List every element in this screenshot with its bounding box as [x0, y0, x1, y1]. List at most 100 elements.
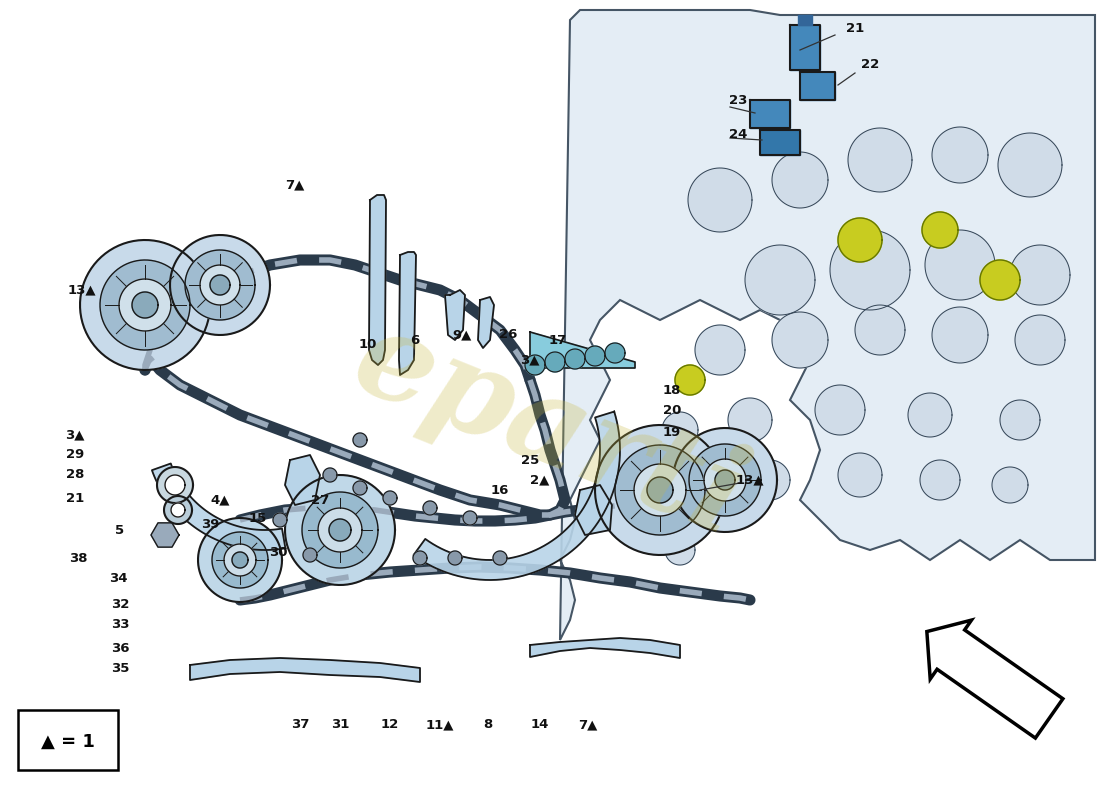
- Polygon shape: [615, 445, 705, 535]
- Text: 2▲: 2▲: [530, 474, 550, 486]
- Polygon shape: [685, 475, 715, 505]
- Polygon shape: [170, 235, 270, 335]
- Text: 36: 36: [111, 642, 130, 654]
- FancyBboxPatch shape: [18, 710, 118, 770]
- Text: 11▲: 11▲: [426, 718, 454, 731]
- Polygon shape: [285, 455, 320, 505]
- Polygon shape: [704, 459, 746, 501]
- Text: 13▲: 13▲: [736, 474, 764, 486]
- Polygon shape: [750, 100, 790, 128]
- Polygon shape: [830, 230, 910, 310]
- Text: 30: 30: [268, 546, 287, 558]
- Polygon shape: [666, 535, 695, 565]
- Text: 34: 34: [109, 571, 128, 585]
- Polygon shape: [212, 532, 268, 588]
- Polygon shape: [200, 265, 240, 305]
- Polygon shape: [318, 508, 362, 552]
- Text: 10: 10: [359, 338, 377, 351]
- Polygon shape: [1015, 315, 1065, 365]
- Text: 35: 35: [111, 662, 129, 674]
- Text: 37: 37: [290, 718, 309, 731]
- Text: 33: 33: [111, 618, 130, 631]
- Polygon shape: [530, 332, 635, 368]
- Polygon shape: [273, 513, 287, 527]
- Text: 6: 6: [410, 334, 419, 346]
- Polygon shape: [190, 658, 420, 682]
- Polygon shape: [689, 444, 761, 516]
- Text: 29: 29: [66, 449, 84, 462]
- Polygon shape: [634, 464, 686, 516]
- Polygon shape: [932, 127, 988, 183]
- Polygon shape: [157, 467, 192, 503]
- Polygon shape: [493, 551, 507, 565]
- Text: 13▲: 13▲: [68, 283, 97, 297]
- Polygon shape: [688, 168, 752, 232]
- Text: 19: 19: [663, 426, 681, 438]
- Polygon shape: [210, 275, 230, 295]
- Polygon shape: [595, 425, 725, 555]
- Text: 23: 23: [729, 94, 747, 106]
- Polygon shape: [224, 544, 256, 576]
- Polygon shape: [132, 292, 158, 318]
- Text: ▲ = 1: ▲ = 1: [41, 733, 95, 751]
- Polygon shape: [855, 305, 905, 355]
- Polygon shape: [560, 10, 1094, 640]
- Text: 20: 20: [663, 403, 681, 417]
- Polygon shape: [925, 230, 996, 300]
- Text: 8: 8: [483, 718, 493, 731]
- Polygon shape: [790, 25, 820, 70]
- Polygon shape: [673, 428, 777, 532]
- Polygon shape: [412, 551, 427, 565]
- Text: 9▲: 9▲: [452, 329, 472, 342]
- Polygon shape: [151, 523, 179, 547]
- Polygon shape: [463, 511, 477, 525]
- Polygon shape: [772, 152, 828, 208]
- Polygon shape: [695, 325, 745, 375]
- Polygon shape: [848, 128, 912, 192]
- Polygon shape: [800, 72, 835, 100]
- Text: 7▲: 7▲: [285, 178, 305, 191]
- Polygon shape: [647, 477, 673, 503]
- Polygon shape: [922, 212, 958, 248]
- Polygon shape: [838, 218, 882, 262]
- Text: 3▲: 3▲: [520, 354, 540, 366]
- Polygon shape: [185, 250, 255, 320]
- Polygon shape: [383, 491, 397, 505]
- Text: 4▲: 4▲: [210, 494, 230, 506]
- Text: 5: 5: [116, 523, 124, 537]
- Polygon shape: [815, 385, 865, 435]
- Polygon shape: [232, 552, 248, 568]
- Polygon shape: [980, 260, 1020, 300]
- Polygon shape: [544, 352, 565, 372]
- Polygon shape: [908, 393, 952, 437]
- Polygon shape: [353, 481, 367, 495]
- Polygon shape: [715, 470, 735, 490]
- Polygon shape: [920, 460, 960, 500]
- Polygon shape: [530, 638, 680, 658]
- Polygon shape: [1010, 245, 1070, 305]
- Polygon shape: [302, 548, 317, 562]
- Polygon shape: [100, 260, 190, 350]
- Polygon shape: [170, 503, 185, 517]
- Text: 3▲: 3▲: [65, 429, 85, 442]
- Polygon shape: [198, 518, 282, 602]
- Polygon shape: [927, 620, 1063, 738]
- Polygon shape: [728, 398, 772, 442]
- Polygon shape: [932, 307, 988, 363]
- Polygon shape: [992, 467, 1028, 503]
- Polygon shape: [446, 290, 465, 340]
- Text: 18: 18: [663, 383, 681, 397]
- Text: 27: 27: [311, 494, 329, 506]
- Polygon shape: [329, 519, 351, 541]
- Polygon shape: [605, 343, 625, 363]
- Polygon shape: [368, 195, 386, 365]
- Polygon shape: [414, 411, 620, 580]
- Text: 24: 24: [729, 129, 747, 142]
- Polygon shape: [448, 551, 462, 565]
- Text: 31: 31: [331, 718, 349, 731]
- Polygon shape: [585, 346, 605, 366]
- Polygon shape: [323, 468, 337, 482]
- Polygon shape: [525, 355, 544, 375]
- Polygon shape: [760, 130, 800, 155]
- Text: 17: 17: [549, 334, 568, 346]
